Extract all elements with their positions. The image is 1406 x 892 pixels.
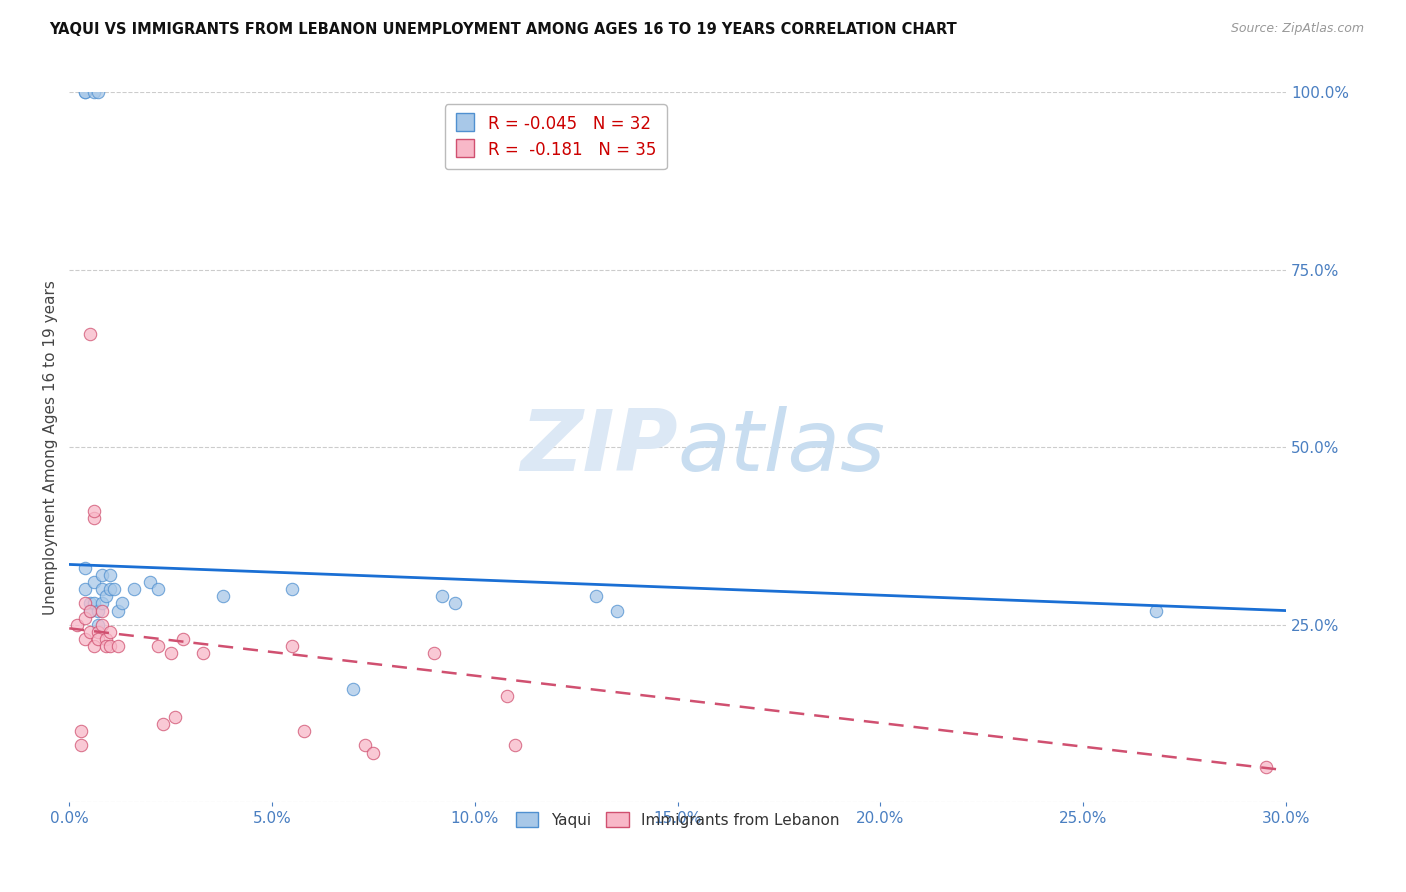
Point (496, 689, 519, 703)
Point (86, 617, 108, 632)
Point (98, 624, 121, 639)
Point (103, 582, 125, 597)
Point (98, 639, 121, 653)
Point (98, 582, 121, 597)
Point (75, 561, 97, 575)
Point (354, 739, 377, 753)
Point (443, 597, 465, 611)
Point (423, 646, 446, 660)
Y-axis label: Unemployment Among Ages 16 to 19 years: Unemployment Among Ages 16 to 19 years (44, 280, 58, 615)
Point (172, 632, 194, 646)
Point (1254, 760, 1277, 774)
Point (111, 597, 134, 611)
Point (159, 646, 181, 660)
Point (432, 590, 454, 604)
Point (79, 624, 101, 639)
Point (79, 604, 101, 618)
Point (1144, 604, 1167, 618)
Point (83, 504, 105, 518)
Legend: Yaqui, Immigrants from Lebanon: Yaqui, Immigrants from Lebanon (509, 805, 846, 834)
Point (505, 739, 527, 753)
Point (90, 568, 112, 582)
Point (212, 590, 235, 604)
Point (163, 710, 186, 724)
Point (90, 597, 112, 611)
Point (79, 597, 101, 611)
Point (281, 582, 304, 597)
Point (90, 582, 112, 597)
Point (83, 511, 105, 525)
Point (294, 724, 316, 739)
Point (122, 582, 145, 597)
Point (86, 604, 108, 618)
Point (281, 639, 304, 653)
Point (75, 86, 97, 100)
Point (94, 639, 117, 653)
Point (94, 590, 117, 604)
Point (585, 590, 607, 604)
Point (148, 639, 170, 653)
Point (75, 86, 97, 100)
Point (75, 597, 97, 611)
Point (75, 582, 97, 597)
Point (606, 604, 628, 618)
Point (107, 639, 129, 653)
Point (83, 575, 105, 590)
Point (98, 568, 121, 582)
Point (86, 632, 108, 646)
Point (152, 717, 174, 731)
Point (86, 624, 108, 639)
Text: ZIP: ZIP (520, 406, 678, 489)
Point (75, 632, 97, 646)
Point (83, 639, 105, 653)
Point (83, 597, 105, 611)
Point (75, 610, 97, 624)
Point (139, 575, 162, 590)
Point (83, 86, 105, 100)
Point (191, 646, 214, 660)
Point (342, 681, 364, 696)
Point (79, 604, 101, 618)
Point (107, 604, 129, 618)
Point (86, 86, 108, 100)
Point (90, 604, 112, 618)
Text: atlas: atlas (678, 406, 886, 489)
Point (148, 582, 170, 597)
Point (363, 746, 385, 760)
Text: Source: ZipAtlas.com: Source: ZipAtlas.com (1230, 22, 1364, 36)
Point (94, 632, 117, 646)
Point (66, 617, 89, 632)
Point (90, 617, 112, 632)
Text: YAQUI VS IMMIGRANTS FROM LEBANON UNEMPLOYMENT AMONG AGES 16 TO 19 YEARS CORRELAT: YAQUI VS IMMIGRANTS FROM LEBANON UNEMPLO… (49, 22, 957, 37)
Point (79, 326, 101, 341)
Point (70, 724, 93, 739)
Point (70, 739, 93, 753)
